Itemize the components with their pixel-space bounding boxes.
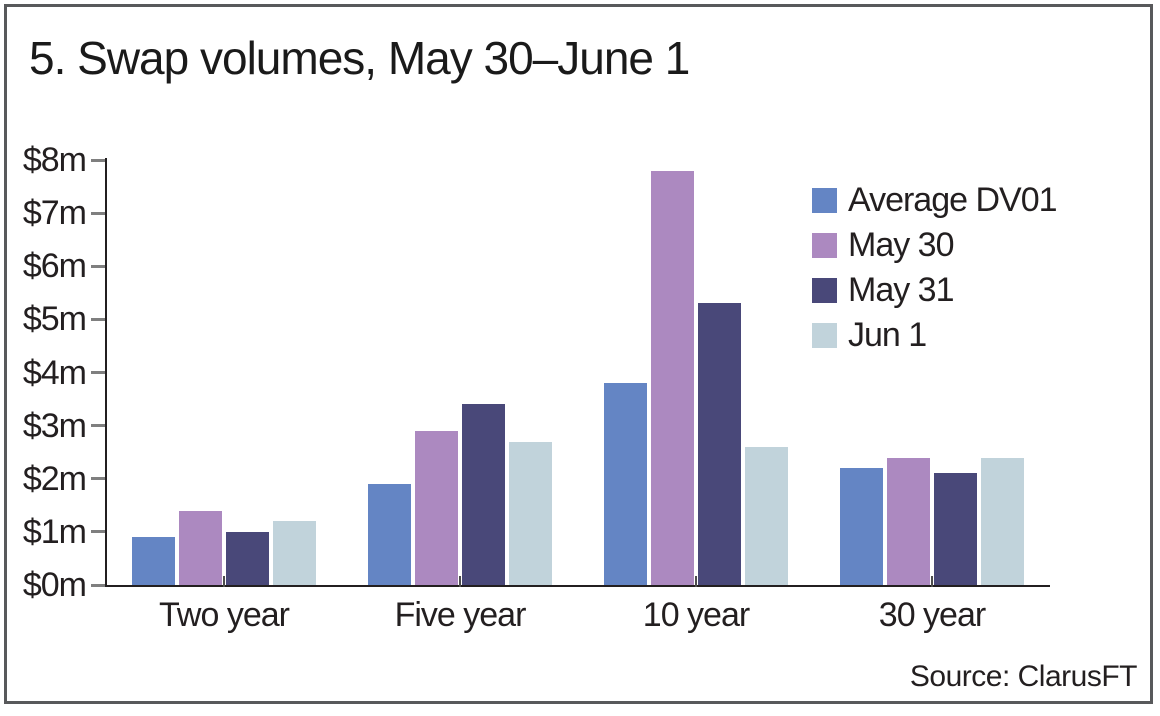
legend-label-average-dv01: Average DV01 xyxy=(848,181,1058,219)
y-axis-tick xyxy=(91,583,105,587)
x-axis-label: Five year xyxy=(394,596,527,634)
y-axis-tick xyxy=(91,371,105,374)
bar-may-31-two-year xyxy=(226,531,269,585)
legend-item-may-30: May 30 xyxy=(812,223,1057,268)
y-axis-label: $4m xyxy=(22,353,87,392)
y-axis-line xyxy=(105,158,107,587)
x-axis-tick xyxy=(695,576,697,587)
bar-may-30-two-year xyxy=(179,510,222,585)
x-axis-label: 10 year xyxy=(642,596,750,634)
y-axis-label: $3m xyxy=(22,406,87,445)
bar-jun-1-two-year xyxy=(273,521,316,585)
y-axis-label: $1m xyxy=(22,512,87,551)
bar-may-30-30-year xyxy=(887,457,930,585)
legend-swatch-may-31 xyxy=(812,278,837,303)
bar-may-30-five-year xyxy=(415,430,458,585)
bar-jun-1-five-year xyxy=(509,441,552,585)
x-axis-label: 30 year xyxy=(878,596,986,634)
bar-may-31-five-year xyxy=(462,404,505,585)
y-axis-tick xyxy=(91,530,105,534)
y-axis-label: $7m xyxy=(22,194,87,233)
x-axis-label: Two year xyxy=(159,596,290,634)
legend-item-may-31: May 31 xyxy=(812,268,1057,313)
y-axis-label: $6m xyxy=(22,247,87,286)
y-axis-tick xyxy=(91,477,105,481)
chart-title: 5. Swap volumes, May 30–June 1 xyxy=(29,32,690,84)
y-axis-label: $2m xyxy=(22,459,87,498)
x-axis-tick xyxy=(931,576,933,587)
bar-jun-1-10-year xyxy=(745,446,788,585)
bar-may-31-10-year xyxy=(698,303,741,585)
legend-swatch-jun-1 xyxy=(812,323,837,348)
bar-average-dv01-10-year xyxy=(604,383,647,585)
y-axis-label: $5m xyxy=(22,300,87,339)
y-axis-tick xyxy=(91,158,105,162)
legend-label-may-31: May 31 xyxy=(848,271,954,309)
y-axis-label: $8m xyxy=(22,141,87,179)
bar-average-dv01-five-year xyxy=(368,484,411,585)
legend: Average DV01 May 30 May 31 Jun 1 xyxy=(812,178,1058,358)
bar-average-dv01-30-year xyxy=(840,468,883,585)
legend-swatch-may-30 xyxy=(812,233,837,258)
y-axis-tick xyxy=(91,317,105,321)
legend-label-may-30: May 30 xyxy=(848,226,954,264)
legend-item-average-dv01: Average DV01 xyxy=(812,178,1058,223)
bar-jun-1-30-year xyxy=(981,457,1024,585)
legend-label-jun-1: Jun 1 xyxy=(848,316,927,354)
y-axis-tick xyxy=(91,424,105,428)
legend-swatch-average-dv01 xyxy=(812,188,837,213)
bar-average-dv01-two-year xyxy=(132,537,175,585)
bar-may-30-10-year xyxy=(651,170,694,585)
y-axis-tick xyxy=(91,211,105,215)
x-axis-tick xyxy=(223,576,225,587)
bar-may-31-30-year xyxy=(934,473,977,585)
x-axis-tick xyxy=(459,576,461,587)
y-axis-label: $0m xyxy=(22,566,87,604)
legend-item-jun-1: Jun 1 xyxy=(812,313,1057,358)
source-label: Source: ClarusFT xyxy=(909,660,1138,693)
x-axis-line xyxy=(105,585,1050,587)
y-axis-tick xyxy=(91,264,105,268)
